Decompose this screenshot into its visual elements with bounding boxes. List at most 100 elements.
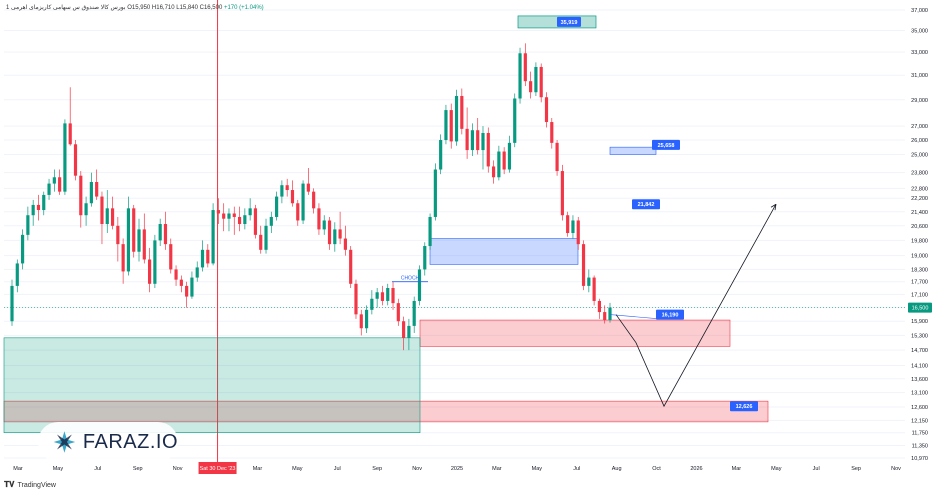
x-tick-label: Mar — [732, 466, 742, 472]
candle-body — [185, 285, 189, 297]
x-tick-label: May — [292, 466, 303, 472]
candle-body — [84, 203, 88, 216]
candle-body — [555, 142, 559, 172]
candle-body — [142, 229, 146, 260]
x-tick-label: 2026 — [690, 466, 702, 472]
candle-body — [333, 229, 337, 245]
candle-body — [63, 123, 67, 192]
candle-body — [42, 194, 46, 211]
x-tick-label: Sat 30 Dec '23 — [200, 466, 236, 472]
candlestick-series — [10, 43, 612, 351]
candle-body — [259, 234, 263, 250]
y-tick-label: 11,350 — [912, 443, 928, 449]
candle-body — [285, 185, 289, 191]
candle-body — [439, 140, 443, 170]
projection-path — [615, 204, 777, 408]
level-tag — [652, 139, 680, 150]
candle-body — [402, 321, 406, 338]
y-tick-label: 12,150 — [911, 418, 928, 424]
y-tick-label: 17,100 — [911, 292, 928, 298]
y-tick-label: 22,800 — [911, 186, 928, 192]
candle-body — [370, 298, 374, 310]
logo-text: FARAZ.IO — [82, 430, 178, 453]
asterisk-logo-icon — [53, 431, 76, 453]
candle-body — [343, 238, 347, 250]
candle-body — [253, 208, 258, 235]
candle-body — [544, 97, 549, 123]
y-tick-label: 22,200 — [911, 196, 928, 202]
x-tick-label: Mar — [13, 466, 23, 472]
x-tick-label: May — [53, 466, 64, 472]
chart-header: بورس کالا صندوق س سهامی کاریزمای اهرمی 1… — [6, 4, 264, 11]
candle-body — [322, 220, 326, 230]
x-tick-label: May — [771, 466, 782, 472]
x-tick-label: Sep — [372, 466, 382, 472]
candle-body — [158, 224, 162, 241]
long-position-zone — [3, 337, 421, 433]
candle-body — [73, 144, 78, 176]
y-tick-label: 12,600 — [911, 405, 928, 411]
candle-body — [417, 269, 422, 301]
candle-body — [603, 312, 607, 321]
candle-body — [301, 183, 305, 221]
candle-body — [349, 249, 353, 284]
level-label: 16,190 — [662, 313, 679, 319]
candle-body — [460, 95, 464, 129]
candle-body — [296, 203, 300, 221]
symbol-title: بورس کالا صندوق س سهامی کاریزمای اهرمی 1 — [6, 5, 126, 11]
y-tick-label: 14,100 — [911, 364, 928, 370]
x-axis: Mar May Jul Sep Nov Sat 30 Dec '23 Mar May Jul Se… — [13, 462, 901, 474]
candle-body — [280, 185, 284, 197]
candle-body — [428, 216, 432, 247]
y-tick-label: 15,900 — [911, 319, 928, 325]
level-label: 12,626 — [736, 404, 753, 410]
candle-body — [26, 215, 30, 235]
y-tick-label: 20,600 — [911, 224, 928, 230]
candle-body — [481, 132, 485, 151]
y-tick-label: 19,800 — [911, 238, 928, 244]
candle-body — [444, 110, 448, 141]
candle-body — [190, 277, 194, 297]
candle-body — [465, 128, 469, 151]
candle-body — [396, 303, 400, 322]
x-tick-label: May — [532, 466, 543, 472]
y-tick-label: 25,000 — [911, 152, 928, 158]
candle-body — [449, 110, 453, 142]
y-tick-label: 15,300 — [911, 333, 928, 339]
chart-grid — [4, 0, 905, 462]
candle-body — [153, 240, 157, 284]
level-label: 21,842 — [638, 202, 655, 208]
y-tick-label: 23,800 — [911, 171, 928, 177]
candle-body — [105, 208, 109, 225]
candle-body — [587, 277, 591, 286]
candle-body — [608, 307, 612, 321]
candle-body — [317, 208, 321, 230]
candle-body — [148, 259, 152, 284]
candle-body — [200, 249, 205, 268]
level-tag — [557, 16, 581, 27]
faraz-logo: FARAZ.IO — [38, 422, 178, 462]
y-tick-label: 10,970 — [911, 456, 928, 462]
candle-body — [211, 210, 215, 264]
candle-body — [312, 191, 316, 209]
candle-body — [52, 177, 56, 184]
x-tick-label: Mar — [253, 466, 263, 472]
level-tag — [632, 199, 660, 210]
candle-body — [290, 190, 295, 204]
candle-body — [433, 169, 437, 217]
y-tick-label: 19,000 — [911, 254, 928, 260]
candle-body — [523, 53, 527, 82]
tradingview-branding[interactable]: 𝐓𝐕 TradingView — [4, 480, 56, 490]
candle-body — [15, 263, 19, 286]
x-tick-label: Jul — [573, 466, 580, 472]
candle-body — [269, 216, 273, 226]
candle-body — [116, 225, 120, 245]
x-tick-label: Nov — [412, 466, 422, 472]
x-tick-label: Sep — [133, 466, 143, 472]
candle-body — [79, 175, 83, 216]
candle-body — [89, 182, 93, 204]
candle-body — [306, 183, 310, 192]
candle-body — [364, 309, 369, 329]
level-tag — [656, 309, 684, 320]
